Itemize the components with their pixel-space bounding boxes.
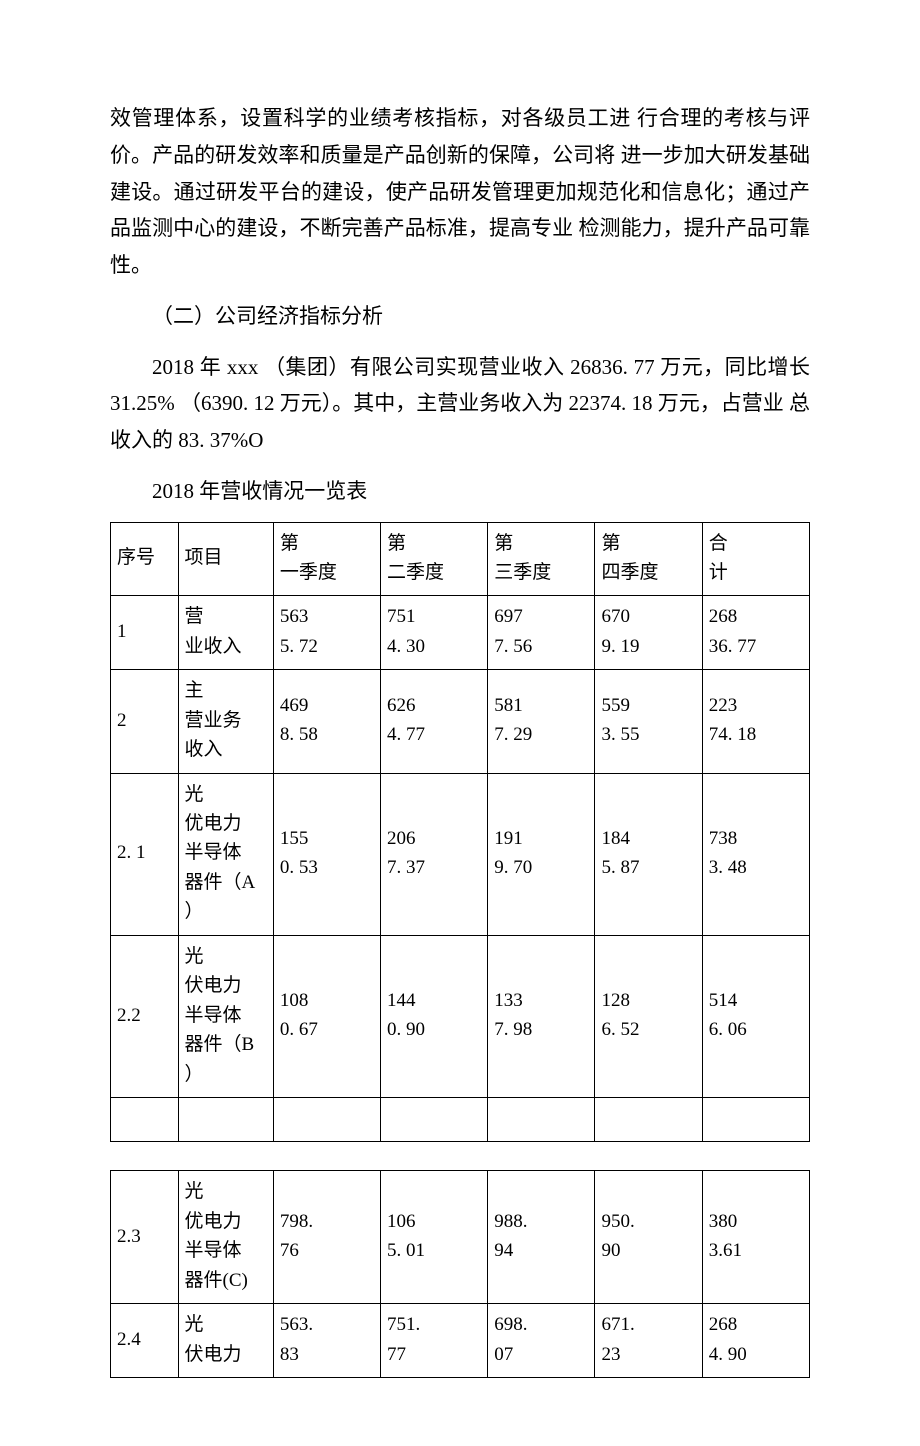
cell-q3: 1919. 70 <box>488 773 595 935</box>
table-row: 2 主营业务收入 4698. 58 6264. 77 5817. 29 5593… <box>111 670 810 773</box>
cell-item: 营业收入 <box>178 596 273 670</box>
table-row: 2.4 光伏电力 563.83 751.77 698.07 671.23 268… <box>111 1304 810 1378</box>
cell-q2: 1065. 01 <box>381 1171 488 1304</box>
cell-index: 2 <box>111 670 179 773</box>
table-row-empty <box>111 1097 810 1141</box>
table-row: 1 营业收入 5635. 72 7514. 30 6977. 56 6709. … <box>111 596 810 670</box>
cell-item: 光优电力半导体器件（A） <box>178 773 273 935</box>
cell-total: 2684. 90 <box>702 1304 809 1378</box>
paragraph-1: 效管理体系，设置科学的业绩考核指标，对各级员工进 行合理的考核与评价。产品的研发… <box>110 100 810 284</box>
cell-q4: 6709. 19 <box>595 596 702 670</box>
cell-total: 26836. 77 <box>702 596 809 670</box>
cell-item: 光优电力半导体器件(C) <box>178 1171 273 1304</box>
cell <box>702 1097 809 1141</box>
col-header-q3: 第三季度 <box>488 522 595 596</box>
cell-q2: 7514. 30 <box>381 596 488 670</box>
cell-q2: 751.77 <box>381 1304 488 1378</box>
cell-q1: 4698. 58 <box>273 670 380 773</box>
cell-q2: 6264. 77 <box>381 670 488 773</box>
cell <box>178 1097 273 1141</box>
cell-total: 22374. 18 <box>702 670 809 773</box>
cell-index: 2.2 <box>111 935 179 1097</box>
cell-q4: 1286. 52 <box>595 935 702 1097</box>
cell <box>595 1097 702 1141</box>
cell-q1: 563.83 <box>273 1304 380 1378</box>
document-page: 效管理体系，设置科学的业绩考核指标，对各级员工进 行合理的考核与评价。产品的研发… <box>0 0 920 1446</box>
cell-q3: 698.07 <box>488 1304 595 1378</box>
cell-q2: 1440. 90 <box>381 935 488 1097</box>
cell-index: 2.4 <box>111 1304 179 1378</box>
cell-q1: 1550. 53 <box>273 773 380 935</box>
cell <box>273 1097 380 1141</box>
cell-q2: 2067. 37 <box>381 773 488 935</box>
revenue-table-1: 序号 项目 第一季度 第二季度 第三季度 第四季度 合计 1 营业收入 5635… <box>110 522 810 1143</box>
cell-item: 光伏电力半导体器件（B） <box>178 935 273 1097</box>
table-row: 2.3 光优电力半导体器件(C) 798.76 1065. 01 988.94 … <box>111 1171 810 1304</box>
cell-index: 2. 1 <box>111 773 179 935</box>
cell-q3: 6977. 56 <box>488 596 595 670</box>
cell-q1: 798.76 <box>273 1171 380 1304</box>
cell-q4: 5593. 55 <box>595 670 702 773</box>
table-row: 2. 1 光优电力半导体器件（A） 1550. 53 2067. 37 1919… <box>111 773 810 935</box>
cell-q1: 5635. 72 <box>273 596 380 670</box>
cell-item: 光伏电力 <box>178 1304 273 1378</box>
paragraph-3: 2018 年 xxx （集团）有限公司实现营业收入 26836. 77 万元，同… <box>110 349 810 459</box>
col-header-total: 合计 <box>702 522 809 596</box>
section-heading: （二）公司经济指标分析 <box>110 298 810 335</box>
col-header-q2: 第二季度 <box>381 522 488 596</box>
cell <box>111 1097 179 1141</box>
cell-total: 7383. 48 <box>702 773 809 935</box>
cell-index: 1 <box>111 596 179 670</box>
col-header-index: 序号 <box>111 522 179 596</box>
cell-index: 2.3 <box>111 1171 179 1304</box>
col-header-item: 项目 <box>178 522 273 596</box>
cell-total: 3803.61 <box>702 1171 809 1304</box>
col-header-q1: 第一季度 <box>273 522 380 596</box>
cell-total: 5146. 06 <box>702 935 809 1097</box>
cell-q3: 988.94 <box>488 1171 595 1304</box>
cell <box>488 1097 595 1141</box>
cell-q4: 671.23 <box>595 1304 702 1378</box>
col-header-q4: 第四季度 <box>595 522 702 596</box>
table-caption: 2018 年营收情况一览表 <box>110 473 810 510</box>
cell-q1: 1080. 67 <box>273 935 380 1097</box>
cell-q4: 1845. 87 <box>595 773 702 935</box>
cell-item: 主营业务收入 <box>178 670 273 773</box>
table-header-row: 序号 项目 第一季度 第二季度 第三季度 第四季度 合计 <box>111 522 810 596</box>
revenue-table-2: 2.3 光优电力半导体器件(C) 798.76 1065. 01 988.94 … <box>110 1170 810 1378</box>
table-row: 2.2 光伏电力半导体器件（B） 1080. 67 1440. 90 1337.… <box>111 935 810 1097</box>
cell <box>381 1097 488 1141</box>
cell-q4: 950.90 <box>595 1171 702 1304</box>
cell-q3: 5817. 29 <box>488 670 595 773</box>
cell-q3: 1337. 98 <box>488 935 595 1097</box>
